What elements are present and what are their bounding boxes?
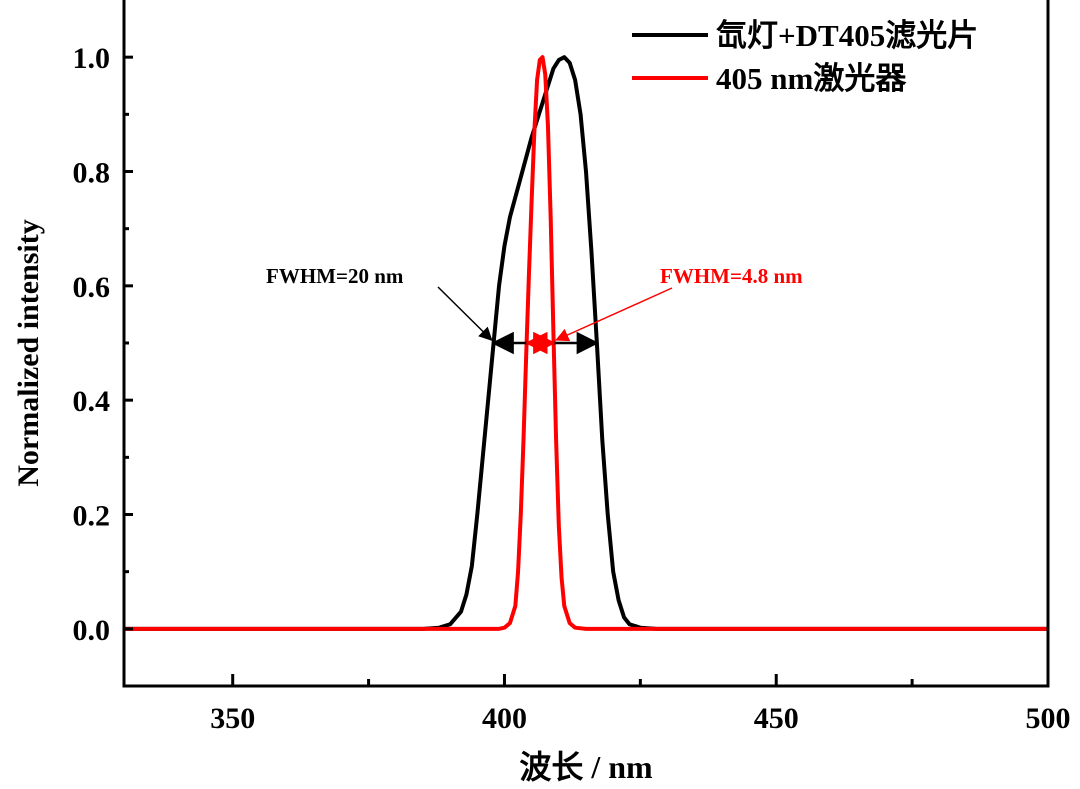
y-tick-label: 0.2 xyxy=(73,500,111,533)
y-tick-label: 0.8 xyxy=(73,157,111,190)
y-tick-label: 0.4 xyxy=(73,385,111,418)
y-axis-title: Normalized intensity xyxy=(12,219,45,486)
x-tick-label: 450 xyxy=(754,702,799,735)
legend-label-405nm-laser: 405 nm激光器 xyxy=(716,61,907,96)
series-xenon-lamp-line xyxy=(124,55,1048,631)
x-axis-title: 波长 / nm xyxy=(519,749,653,785)
fwhm-pointer-laser xyxy=(555,287,673,342)
y-tick-label: 0.0 xyxy=(73,614,111,647)
x-tick-label: 400 xyxy=(482,702,527,735)
fwhm-label-xenon: FWHM=20 nm xyxy=(266,264,404,288)
fwhm-pointer-xenon xyxy=(437,286,493,341)
series-405nm-laser-line xyxy=(124,55,1048,631)
y-tick-label: 1.0 xyxy=(73,42,111,75)
x-tick-label: 350 xyxy=(210,702,255,735)
legend-label-xenon-lamp: 氙灯+DT405滤光片 xyxy=(716,18,978,53)
x-tick-label: 500 xyxy=(1026,702,1071,735)
y-tick-label: 0.6 xyxy=(73,271,111,304)
fwhm-label-laser: FWHM=4.8 nm xyxy=(660,264,803,288)
legend: 氙灯+DT405滤光片 405 nm激光器 xyxy=(632,18,978,96)
